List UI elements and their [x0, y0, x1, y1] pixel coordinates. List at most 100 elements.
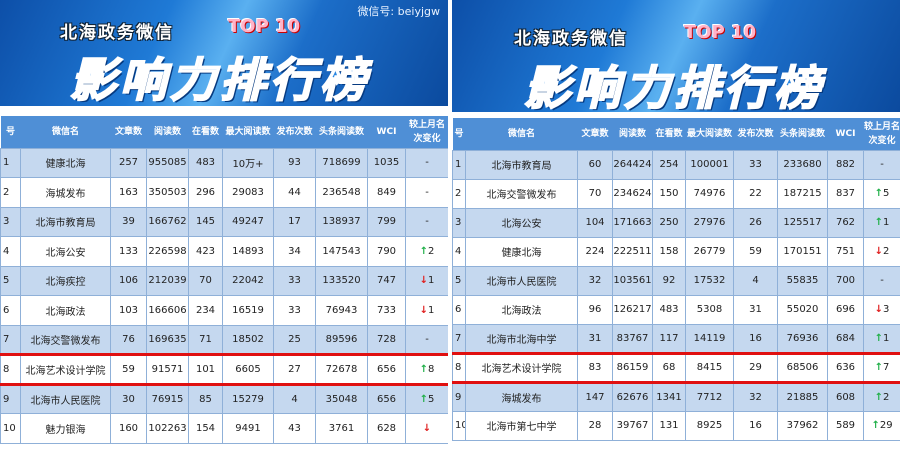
- max-reads-cell: 74976: [685, 178, 734, 209]
- table-row: 4 北海公安 133 226598 423 14893 34 147543 790 ↑2: [0, 236, 448, 267]
- headline-reads-cell: 89596: [315, 324, 368, 355]
- wci-cell: 751: [827, 236, 864, 267]
- headline-reads-cell: 76936: [777, 323, 828, 354]
- name-cell: 北海市第七中学: [465, 410, 578, 441]
- wci-cell: 790: [367, 236, 406, 267]
- rank-cell: 7: [452, 323, 466, 354]
- likes-cell: 70: [188, 265, 223, 296]
- name-cell: 北海政法: [20, 295, 111, 326]
- column-header: 阅读数: [146, 116, 189, 148]
- table-row: 2 海城发布 163 350503 296 29083 44 236548 849-: [0, 177, 448, 208]
- wci-cell: 849: [367, 177, 406, 208]
- ranking-table: 号微信名 文章数 阅读数 在看数 最大阅读数 发布次数 头条阅读数 WCI 较上月名次变化 1 北海…: [452, 118, 900, 441]
- reads-cell: 126217: [612, 294, 653, 325]
- column-header: 文章数: [110, 116, 147, 148]
- table-row: 10北海市第七中学283976713189251637962589↑29: [452, 410, 900, 441]
- posts-cell: 33: [273, 265, 316, 296]
- table-row: 5 北海市人民医院 32 103561 92 17532 4 55835 700-: [452, 265, 900, 296]
- table-row: 8 北海艺术设计学院 83 86159 68 8415 29 68506 636 ↑7: [452, 351, 900, 384]
- posts-cell: 44: [273, 177, 316, 208]
- articles-cell: 133: [110, 236, 147, 267]
- name-cell: 海城发布: [465, 381, 578, 412]
- rank-cell: 10: [452, 410, 466, 441]
- headline-reads-cell: 138937: [315, 206, 368, 237]
- reads-cell: 166762: [146, 206, 189, 237]
- rank-cell: 1: [452, 149, 466, 180]
- wci-cell: 799: [367, 206, 406, 237]
- articles-cell: 224: [577, 236, 613, 267]
- change-cell: ↑1: [863, 323, 900, 354]
- table-row: 6 北海政法 103 166606 234 16519 33 76943 733 ↓1: [0, 295, 448, 326]
- name-cell: 北海市教育局: [20, 206, 111, 237]
- change-cell: -: [863, 265, 900, 296]
- max-reads-cell: 17532: [685, 265, 734, 296]
- change-cell: ↑8: [405, 353, 448, 386]
- column-header: 最大阅读数: [222, 116, 274, 148]
- name-cell: 健康北海: [20, 147, 111, 178]
- table-row: 5 北海疾控 106 212039 70 22042 33 133520 747 ↓1: [0, 265, 448, 296]
- max-reads-cell: 8925: [685, 410, 734, 441]
- change-value: 1: [883, 332, 890, 344]
- column-header: 在看数: [188, 116, 223, 148]
- arrow-down-icon: ↓: [422, 422, 432, 434]
- table-row: 1 健康北海 257 955085 483 10万+ 93 718699 1035-: [0, 147, 448, 178]
- posts-cell: 31: [733, 294, 778, 325]
- articles-cell: 257: [110, 147, 147, 178]
- articles-cell: 160: [110, 413, 147, 444]
- rank-cell: 4: [452, 236, 466, 267]
- reads-cell: 76915: [146, 383, 189, 414]
- column-header: 在看数: [652, 118, 686, 150]
- change-cell: -: [405, 147, 448, 178]
- arrow-down-icon: ↓: [419, 304, 428, 316]
- posts-cell: 17: [273, 206, 316, 237]
- change-value: 7: [883, 362, 890, 373]
- name-cell: 北海公安: [20, 236, 111, 267]
- likes-cell: 71: [188, 324, 223, 355]
- max-reads-cell: 10万+: [222, 147, 274, 178]
- left-ranking-panel: 北海政务微信 TOP 10 影响力排行榜 微信号: beiyjgw 号微信名 文章…: [0, 0, 448, 450]
- max-reads-cell: 22042: [222, 265, 274, 296]
- likes-cell: 423: [188, 236, 223, 267]
- reads-cell: 234624: [612, 178, 653, 209]
- table-row: 8 北海艺术设计学院 59 91571 101 6605 27 72678 656 ↑8: [0, 353, 448, 386]
- column-header: 头条阅读数: [315, 116, 368, 148]
- articles-cell: 104: [577, 207, 613, 238]
- table-row: 4 健康北海 224 222511 158 26779 59 170151 751 ↓2: [452, 236, 900, 267]
- arrow-up-icon: ↑: [419, 245, 428, 257]
- table-row: 9 北海市人民医院 30 76915 85 15279 4 35048 656 ↑5: [0, 383, 448, 414]
- posts-cell: 27: [273, 353, 316, 386]
- articles-cell: 39: [110, 206, 147, 237]
- max-reads-cell: 18502: [222, 324, 274, 355]
- change-cell: ↑5: [863, 178, 900, 209]
- rank-cell: 1: [0, 147, 21, 178]
- column-header: 号: [452, 118, 466, 150]
- max-reads-cell: 8415: [685, 351, 734, 384]
- change-value: 1: [428, 304, 435, 316]
- rank-cell: 10: [0, 413, 21, 444]
- wci-cell: 728: [367, 324, 406, 355]
- banner-badge: TOP 10: [684, 22, 757, 43]
- change-cell: -: [405, 206, 448, 237]
- wci-cell: 733: [367, 295, 406, 326]
- reads-cell: 39767: [612, 410, 653, 441]
- name-cell: 北海艺术设计学院: [465, 351, 578, 384]
- name-cell: 北海交警微发布: [465, 178, 578, 209]
- table-row: 3 北海公安 104 171663 250 27976 26 125517 762 ↑1: [452, 207, 900, 238]
- rank-cell: 3: [452, 207, 466, 238]
- articles-cell: 96: [577, 294, 613, 325]
- likes-cell: 92: [652, 265, 686, 296]
- table-row: 10 魅力银海 160 102263 154 9491 43 3761 628 ↓: [0, 413, 448, 444]
- max-reads-cell: 6605: [222, 353, 274, 386]
- wci-cell: 837: [827, 178, 864, 209]
- likes-cell: 145: [188, 206, 223, 237]
- max-reads-cell: 100001: [685, 149, 734, 180]
- likes-cell: 154: [188, 413, 223, 444]
- likes-cell: 483: [188, 147, 223, 178]
- max-reads-cell: 7712: [685, 381, 734, 412]
- likes-cell: 254: [652, 149, 686, 180]
- rank-cell: 4: [0, 236, 21, 267]
- change-cell: -: [863, 149, 900, 180]
- rank-cell: 2: [452, 178, 466, 209]
- rank-cell: 5: [0, 265, 21, 296]
- rank-cell: 7: [0, 324, 21, 355]
